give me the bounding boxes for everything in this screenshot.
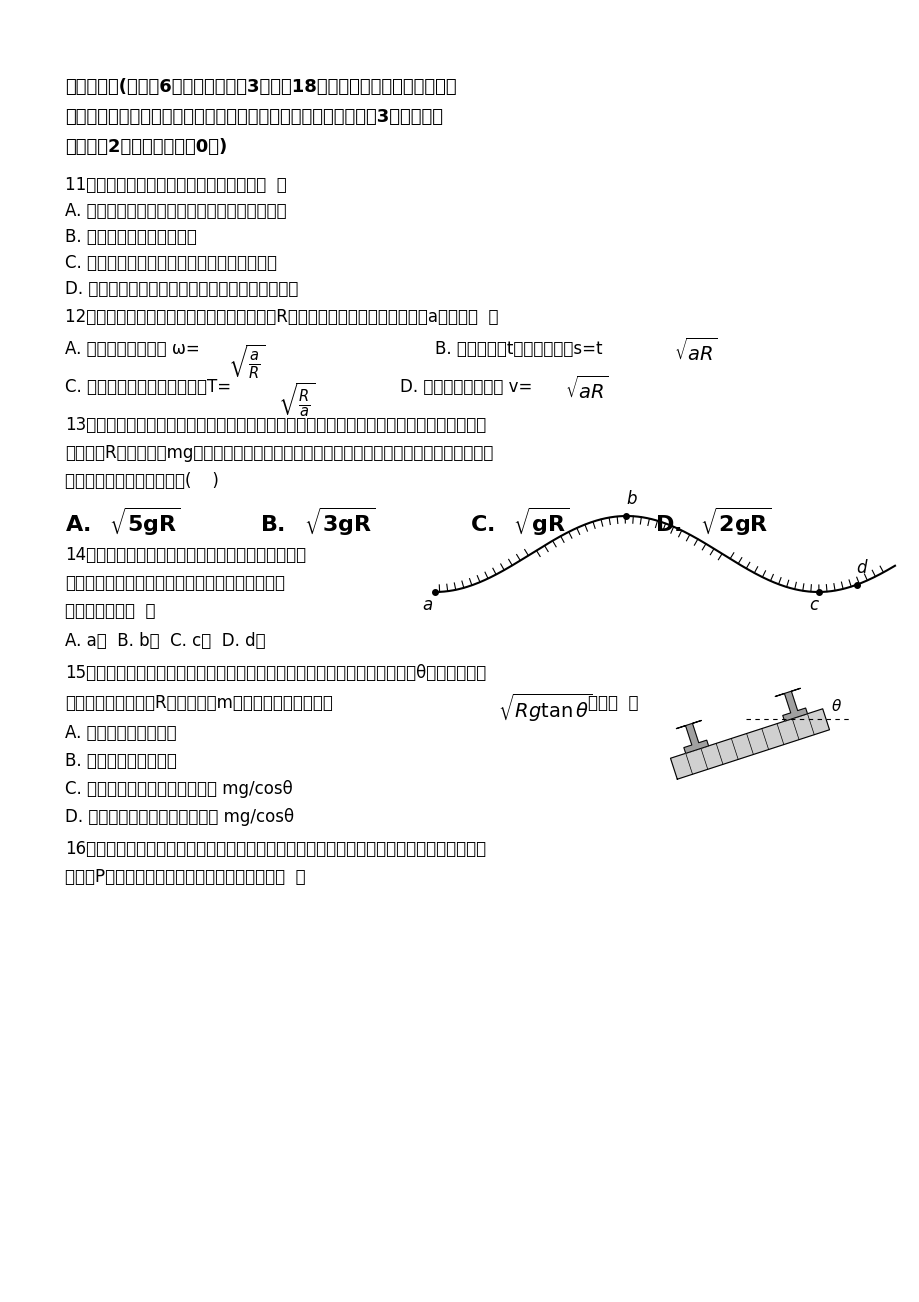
Text: c: c: [809, 596, 818, 615]
Text: $\mathbf{D.\ \ \sqrt{2gR}}$: $\mathbf{D.\ \ \sqrt{2gR}}$: [654, 506, 771, 539]
Text: b: b: [626, 490, 636, 508]
Text: a: a: [422, 596, 432, 615]
Text: 不全的得2分，有选错的得0分): 不全的得2分，有选错的得0分): [65, 138, 227, 156]
Text: 二、选择题(本题共6个小题，每小题3分，共18分。在每小题给出的四个选项: 二、选择题(本题共6个小题，每小题3分，共18分。在每小题给出的四个选项: [65, 78, 456, 96]
Polygon shape: [670, 708, 829, 779]
Text: 12、一小球被细绳拴着，在水平面内做半径为R的匀速圆周运动，向心加速度为a，那么（  ）: 12、一小球被细绳拴着，在水平面内做半径为R的匀速圆周运动，向心加速度为a，那么…: [65, 309, 498, 326]
Text: 图所示，由于轮胎太旧，途中爆胎，爆胎可能性最: 图所示，由于轮胎太旧，途中爆胎，爆胎可能性最: [65, 574, 285, 592]
Text: $\mathbf{A.\ \ \sqrt{5gR}}$: $\mathbf{A.\ \ \sqrt{5gR}}$: [65, 506, 180, 539]
Text: 车在最高点时的速度大小为(    ): 车在最高点时的速度大小为( ): [65, 473, 219, 490]
Text: D. 曲线运动物体的速度方向是沿着运动轨道切线的: D. 曲线运动物体的速度方向是沿着运动轨道切线的: [65, 280, 298, 298]
Text: $\sqrt{aR}$: $\sqrt{aR}$: [564, 376, 608, 404]
Text: 弯道处的圆弧半径为R，若质量为m的火车转弯时速度小于: 弯道处的圆弧半径为R，若质量为m的火车转弯时速度小于: [65, 694, 333, 712]
Text: B. 外轨对车轮缘有挤压: B. 外轨对车轮缘有挤压: [65, 753, 176, 769]
Text: 11、关于曲线运动，下列说法中正确的是（  ）: 11、关于曲线运动，下列说法中正确的是（ ）: [65, 176, 287, 194]
Text: 中，有的只有一个选项正确，有的有多个选项正确，全部选对的得3分，选对但: 中，有的只有一个选项正确，有的有多个选项正确，全部选对的得3分，选对但: [65, 108, 443, 126]
Text: ，则（  ）: ，则（ ）: [587, 694, 638, 712]
Text: C. 曲线运动速度的大小和方向都一定发生变化: C. 曲线运动速度的大小和方向都一定发生变化: [65, 254, 277, 272]
Text: A. a处  B. b处  C. c处  D. d处: A. a处 B. b处 C. c处 D. d处: [65, 631, 266, 650]
Text: $\sqrt{\frac{R}{a}}$: $\sqrt{\frac{R}{a}}$: [278, 380, 315, 418]
Text: D. 小球运动的线速度 v=: D. 小球运动的线速度 v=: [400, 378, 532, 396]
Text: 13、人民公园里的过山车驶过离心轨道的最高点时，乘客在座椅里面头朝下，人体颠倒，若轨: 13、人民公园里的过山车驶过离心轨道的最高点时，乘客在座椅里面头朝下，人体颠倒，…: [65, 417, 486, 434]
Text: 14、一辆汽车在丘陵地带以恒定的速率行驶，地形如: 14、一辆汽车在丘陵地带以恒定的速率行驶，地形如: [65, 546, 306, 564]
Text: 16、如图所示，细绳的一端固定，另一端系一小球，让小球在竖直面内做圆周运动，关于小球: 16、如图所示，细绳的一端固定，另一端系一小球，让小球在竖直面内做圆周运动，关于…: [65, 840, 485, 858]
Text: $\mathbf{B.\ \ \sqrt{3gR}}$: $\mathbf{B.\ \ \sqrt{3gR}}$: [260, 506, 375, 539]
Polygon shape: [775, 689, 807, 721]
Text: 道半径为R，人体重为mg，要使乘客经过轨道最高点时对座椅的压力等于自身的重力，则过山: 道半径为R，人体重为mg，要使乘客经过轨道最高点时对座椅的压力等于自身的重力，则…: [65, 444, 493, 462]
Text: D. 这时铁轨对火车的支持力大于 mg/cosθ: D. 这时铁轨对火车的支持力大于 mg/cosθ: [65, 809, 294, 825]
Text: $\sqrt{Rg\tan\theta}$: $\sqrt{Rg\tan\theta}$: [497, 691, 592, 724]
Text: B. 小球在时间t内通过的路程s=t: B. 小球在时间t内通过的路程s=t: [435, 340, 602, 358]
Text: 大的地段应是（  ）: 大的地段应是（ ）: [65, 602, 155, 620]
Text: $\sqrt{\frac{a}{R}}$: $\sqrt{\frac{a}{R}}$: [228, 342, 266, 380]
Text: C. 这时铁轨对火车的支持力等于 mg/cosθ: C. 这时铁轨对火车的支持力等于 mg/cosθ: [65, 780, 292, 798]
Text: $\sqrt{aR}$: $\sqrt{aR}$: [674, 339, 717, 366]
Text: $\mathbf{C.\ \ \sqrt{gR}}$: $\mathbf{C.\ \ \sqrt{gR}}$: [470, 506, 569, 539]
Text: 运动到P点时的加速度方向，下列图中可能的是（  ）: 运动到P点时的加速度方向，下列图中可能的是（ ）: [65, 868, 305, 885]
Text: $\theta$: $\theta$: [830, 698, 841, 715]
Text: A. 内轨对车轮缘有挤压: A. 内轨对车轮缘有挤压: [65, 724, 176, 742]
Text: 15、铁路在弯道处的内、外轨道高低是不同的，已知内外轨道对水平面倾角为θ，如图所示，: 15、铁路在弯道处的内、外轨道高低是不同的，已知内外轨道对水平面倾角为θ，如图所…: [65, 664, 486, 682]
Text: B. 曲线运动一定是变速运动: B. 曲线运动一定是变速运动: [65, 228, 197, 246]
Polygon shape: [675, 720, 708, 754]
Text: d: d: [856, 559, 867, 577]
Text: A. 曲线运动可以是匀速运动，也可以是变速运动: A. 曲线运动可以是匀速运动，也可以是变速运动: [65, 202, 287, 220]
Text: C. 小球做匀速圆周运动的周期T=: C. 小球做匀速圆周运动的周期T=: [65, 378, 231, 396]
Text: A. 小球运动的角速度 ω=: A. 小球运动的角速度 ω=: [65, 340, 199, 358]
